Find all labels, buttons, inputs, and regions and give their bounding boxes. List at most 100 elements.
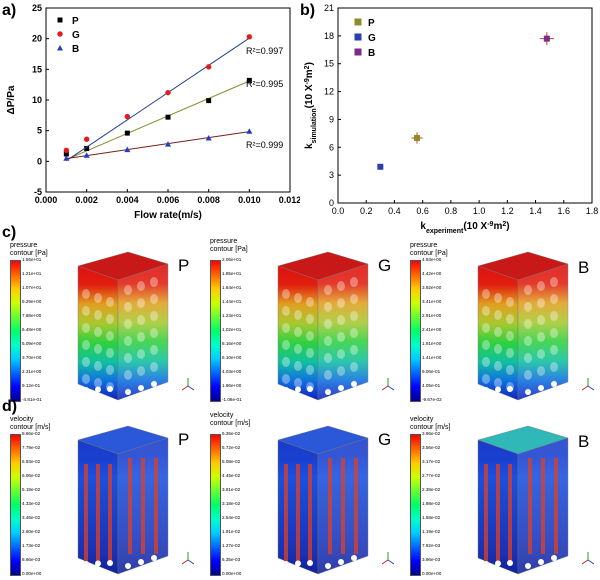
flow-streak	[96, 464, 100, 562]
colorbar-tick-label: 2.60e-02	[22, 529, 41, 534]
colorbar-tick-label: 5.09e+00	[22, 341, 42, 346]
y-tick-label: -5	[34, 187, 42, 197]
axis-x-line	[181, 559, 189, 565]
lattice-pore	[482, 306, 490, 316]
lattice-pore	[294, 310, 302, 320]
flow-streak	[84, 464, 88, 562]
colorbar-title-line1: velocity	[210, 412, 234, 419]
colorbar-title: pressure contour [Pa]	[10, 242, 48, 258]
bottom-pore	[483, 561, 489, 567]
colorbar-tick-label: 2.91e+00	[422, 313, 442, 318]
lattice-pore	[150, 294, 158, 304]
lattice-pore	[106, 348, 114, 358]
x-tick-label: 0.000	[35, 195, 58, 205]
y-tick-label: 9	[329, 114, 334, 124]
flow-streak	[496, 464, 500, 562]
lattice-pore	[124, 353, 132, 363]
x-tick-label: 0.4	[388, 206, 401, 216]
lattice-pore	[124, 319, 132, 329]
axis-triad-icon	[181, 552, 195, 565]
x-tick-label: 1.2	[501, 206, 514, 216]
lattice-render-P	[77, 251, 169, 401]
flow-streak	[554, 458, 558, 554]
y-axis-label-part: -9	[304, 78, 311, 84]
colorbar-title-line2: contour [Pa]	[10, 250, 48, 257]
lattice-pore	[306, 297, 314, 307]
colorbar-tick-label: 6.48e+00	[22, 327, 42, 332]
bottom-pore	[125, 389, 131, 395]
lattice-pore	[337, 281, 345, 291]
colorbar-title-line1: velocity	[410, 416, 434, 423]
colorbar-tick-label: 3.96e-02	[422, 431, 441, 436]
lattice-pore	[306, 314, 314, 324]
axis-z-line	[187, 385, 195, 391]
lattice-pore	[306, 365, 314, 375]
lattice-pore	[350, 277, 358, 287]
colorbar-tick-label: 1.19e-02	[422, 529, 441, 534]
colorbar-tick-label: 3.18e-02	[222, 501, 241, 506]
axis-triad-icon	[581, 378, 595, 391]
colorbar-tick-label: 2.77e-02	[422, 473, 441, 478]
colorbar-tick-label: 7.88e+00	[22, 313, 42, 318]
lattice-pore	[482, 340, 490, 350]
lattice-type-label: B	[578, 432, 590, 451]
lattice-type-label: B	[578, 258, 590, 277]
x-tick-label: 1.6	[558, 206, 571, 216]
legend-label-G: G	[72, 30, 80, 41]
data-point-P	[206, 98, 212, 104]
colorbar-tick-label: 2.06e+01	[222, 257, 242, 262]
colorbar-tick-label: 9.06e-01	[422, 369, 441, 374]
colorbar-tick-label: 4.05e-01	[422, 383, 441, 388]
bottom-pore	[307, 560, 313, 566]
data-point-B	[63, 155, 70, 161]
bottom-pore	[283, 387, 289, 393]
axis-z-line	[387, 385, 395, 391]
colorbar-tick-label: 1.23e+01	[222, 313, 242, 318]
lattice-pore	[294, 344, 302, 354]
lattice-pore	[537, 281, 545, 291]
bottom-pore	[325, 563, 331, 569]
axis-triad-icon	[381, 552, 395, 565]
colorbar-title-line2: contour [Pa]	[210, 246, 248, 253]
flow-streak	[296, 464, 300, 562]
data-point-G	[246, 34, 253, 40]
lattice-pore	[494, 310, 502, 320]
colorbar-tick-label: 7.79e-02	[22, 445, 41, 450]
lattice-pore	[94, 293, 102, 303]
bottom-pore	[151, 381, 157, 387]
lattice-pore	[282, 340, 290, 350]
lattice-pore	[106, 314, 114, 324]
colorbar-tick-label: 1.02e+01	[222, 327, 242, 332]
lattice-render-B	[477, 251, 569, 401]
legend-marker-G	[354, 33, 362, 41]
colorbar-strip	[210, 434, 221, 576]
legend-label-B: B	[72, 44, 79, 55]
colorbar-title: pressure contour [Pa]	[210, 238, 248, 254]
lattice-pore	[150, 328, 158, 338]
lattice-pore	[494, 344, 502, 354]
bottom-pore	[107, 560, 113, 566]
x-tick-label: 0.012	[279, 195, 300, 205]
axis-x-line	[581, 385, 589, 391]
y-axis-label: ΔP/Pa	[6, 85, 17, 114]
colorbar-tick-label: 4.42e+00	[422, 271, 442, 276]
flow-streak	[528, 458, 532, 554]
bottom-pore	[138, 559, 144, 565]
lattice-pore	[337, 366, 345, 376]
x-tick-label: 0.6	[416, 206, 429, 216]
colorbar-tick-label: 1.91e-02	[222, 529, 241, 534]
axis-x-line	[581, 559, 589, 565]
lattice-render-G	[277, 425, 369, 575]
y-axis-label-part: )	[304, 62, 315, 65]
data-point-G	[63, 147, 70, 153]
legend-marker-B	[57, 45, 63, 51]
colorbar-tick-label: 3.17e-02	[422, 459, 441, 464]
lattice-type-label: P	[178, 256, 190, 275]
lattice-pore	[337, 332, 345, 342]
bottom-pore	[107, 386, 113, 392]
lattice-pore	[550, 328, 558, 338]
lattice-pore	[94, 378, 102, 388]
lattice-pore	[350, 328, 358, 338]
colorbar-tick-label: 3.92e+00	[422, 285, 442, 290]
data-point-P	[124, 130, 130, 136]
